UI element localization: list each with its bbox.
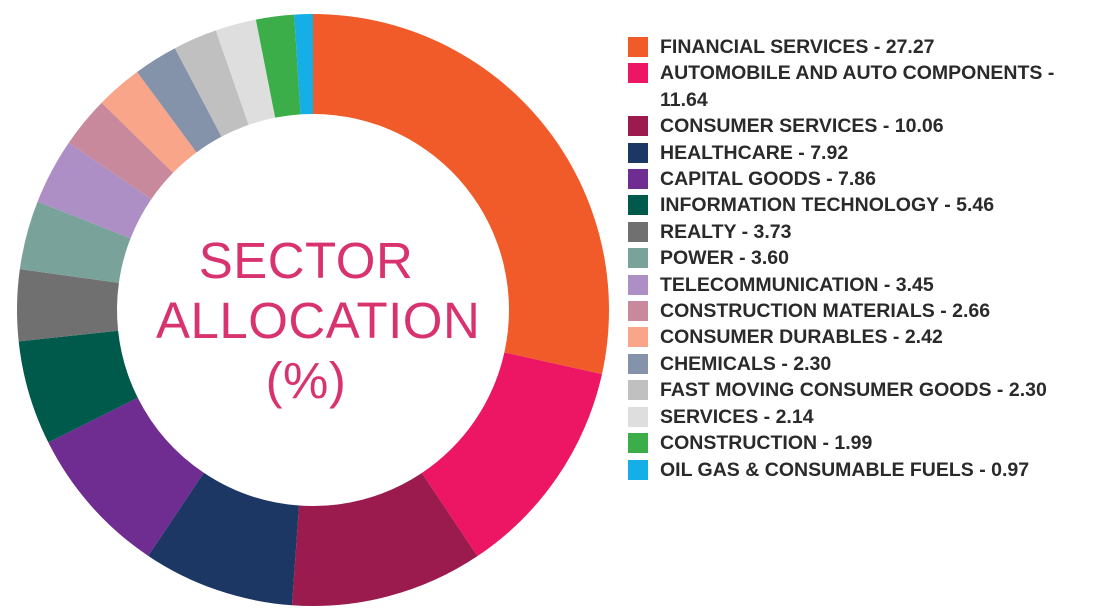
donut-chart [16,14,609,606]
legend-swatch [628,459,648,480]
legend-swatch [628,248,648,269]
legend-item: INFORMATION TECHNOLOGY - 5.46 [628,192,1090,218]
pie-slice-8 [37,142,152,239]
pie-slice-4 [48,397,204,556]
legend-swatch [628,63,648,84]
legend-item: CONSUMER DURABLES - 2.42 [628,324,1090,350]
legend-label: CONSTRUCTION - 1.99 [660,432,873,455]
pie-slice-10 [101,71,197,173]
pie-slice-1 [421,352,602,557]
legend-swatch [628,116,648,137]
legend-swatch [628,301,648,322]
legend-item: TELECOMMUNICATION - 3.45 [628,272,1090,298]
pie-slice-5 [18,330,138,443]
legend-swatch [628,353,648,374]
legend-swatch [628,380,648,401]
legend-swatch [628,406,648,427]
legend-item: CHEMICALS - 2.30 [628,351,1090,377]
legend-label: FINANCIAL SERVICES - 27.27 [660,36,935,58]
legend-label: POWER - 3.60 [660,247,789,270]
legend-swatch [628,37,648,57]
pie-slice-11 [137,48,222,153]
legend-item: POWER - 3.60 [628,245,1090,271]
legend-swatch [628,274,648,295]
pie-slice-7 [19,201,131,283]
legend-label: FAST MOVING CONSUMER GOODS - 2.30 [660,379,1047,402]
legend-item: HEALTHCARE - 7.92 [628,140,1090,166]
legend-label: CONSTRUCTION MATERIALS - 2.66 [660,300,991,323]
legend-swatch [628,195,648,216]
pie-slice-15 [294,14,313,115]
legend-label: INFORMATION TECHNOLOGY - 5.46 [660,194,995,217]
legend-item: CONSUMER SERVICES - 10.06 [628,113,1090,139]
legend-item: SERVICES - 2.14 [628,404,1090,430]
legend-item: FAST MOVING CONSUMER GOODS - 2.30 [628,377,1090,403]
legend-label: TELECOMMUNICATION - 3.45 [660,273,934,296]
legend-label: SERVICES - 2.14 [660,405,814,428]
legend-item: CONSTRUCTION MATERIALS - 2.66 [628,298,1090,324]
pie-slice-9 [68,102,174,200]
legend-item: FINANCIAL SERVICES - 27.27 [628,34,1090,60]
pie-slice-2 [291,472,478,606]
chart-title-line-1: SECTOR [198,232,414,289]
pie-slice-14 [255,14,301,118]
legend-label: REALTY - 3.73 [660,220,792,243]
pie-slice-13 [215,19,276,125]
chart-legend: FINANCIAL SERVICES - 27.27 AUTOMOBILE AND… [628,34,1090,483]
legend-item: OIL GAS & CONSUMABLE FUELS - 0.97 [628,457,1090,483]
legend-item: CONSTRUCTION - 1.99 [628,430,1090,456]
legend-swatch [628,433,648,454]
legend-item: REALTY - 3.73 [628,219,1090,245]
legend-label: CONSUMER SERVICES - 10.06 [660,115,944,138]
legend-label: CHEMICALS - 2.30 [660,352,832,375]
legend-label: OIL GAS & CONSUMABLE FUELS - 0.97 [660,458,1030,481]
legend-item: CAPITAL GOODS - 7.86 [628,166,1090,192]
legend-swatch [628,221,648,242]
pie-slice-3 [148,472,300,606]
legend-label: HEALTHCARE - 7.92 [660,141,849,164]
chart-title-line-3: (%) [265,352,347,409]
legend-swatch [628,327,648,348]
chart-title-line-2: ALLOCATION [156,292,481,349]
legend-swatch [628,169,648,190]
legend-item: AUTOMOBILE AND AUTO COMPONENTS - 11.64 [628,60,1090,113]
legend-label: AUTOMOBILE AND AUTO COMPONENTS - 11.64 [660,62,1055,111]
pie-slice-0 [313,14,609,375]
legend-label: CAPITAL GOODS - 7.86 [660,168,876,191]
pie-slice-12 [174,30,249,137]
pie-slice-6 [16,269,119,342]
legend-label: CONSUMER DURABLES - 2.42 [660,326,943,349]
legend-swatch [628,142,648,163]
